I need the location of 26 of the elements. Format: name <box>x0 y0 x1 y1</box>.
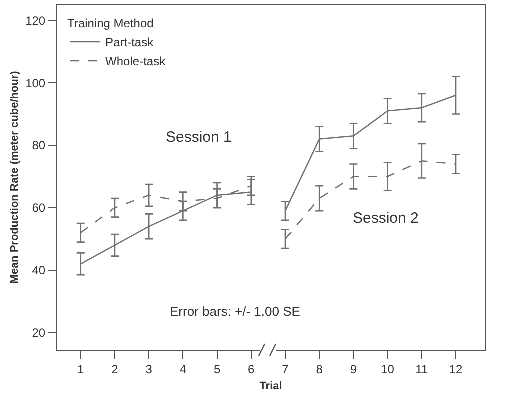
legend-label: Whole-task <box>106 54 167 69</box>
x-tick-label: 8 <box>316 362 324 376</box>
y-tick-label: 100 <box>26 76 46 90</box>
x-tick-label: 11 <box>416 362 428 376</box>
annotation: Error bars: +/- 1.00 SE <box>170 304 301 319</box>
x-tick-label: 7 <box>282 362 290 376</box>
y-axis-title: Mean Production Rate (meter cube/hour) <box>9 70 22 284</box>
y-tick-label: 60 <box>32 201 46 216</box>
x-tick-label: 9 <box>350 362 358 376</box>
y-tick-label: 80 <box>32 138 46 153</box>
y-tick-label: 20 <box>32 326 46 340</box>
y-tick-label: 120 <box>26 14 46 28</box>
x-axis-title: Trial <box>260 380 282 393</box>
x-tick-label: 10 <box>381 362 395 376</box>
x-tick-label: 1 <box>78 362 85 376</box>
x-tick-label: 5 <box>214 362 221 376</box>
x-tick-label: 3 <box>146 362 153 376</box>
annotation: Session 1 <box>166 129 232 146</box>
x-tick-label: 4 <box>180 362 187 376</box>
x-tick-label: 6 <box>248 362 256 376</box>
legend-title: Training Method <box>68 16 154 30</box>
x-tick-label: 2 <box>112 362 119 376</box>
x-tick-label: 12 <box>449 362 464 376</box>
legend-label: Part-task <box>106 36 155 50</box>
annotation: Session 2 <box>353 210 419 227</box>
y-tick-label: 40 <box>32 264 46 278</box>
